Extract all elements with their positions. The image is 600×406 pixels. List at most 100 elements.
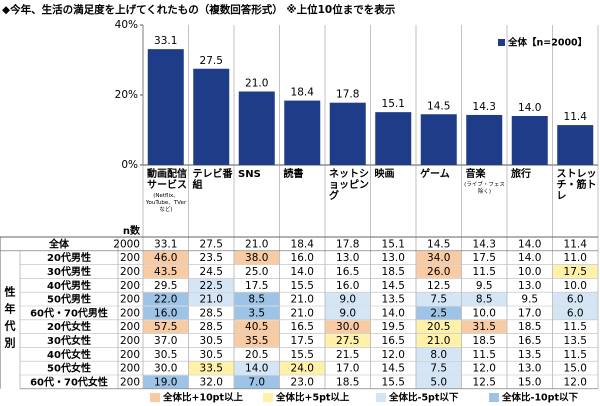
x-tick-label: 音楽 (465, 169, 486, 180)
n-header: n数 (123, 224, 141, 237)
cell-value: 14.3 (473, 238, 496, 250)
cell-value: 24.0 (291, 363, 314, 375)
cell-value: 29.5 (154, 280, 177, 292)
cell-value: 28.5 (200, 321, 223, 333)
cell-value: 12.5 (427, 280, 450, 292)
cell-value: 9.5 (476, 280, 493, 292)
highlight-cell (143, 265, 188, 278)
row-n: 200 (120, 376, 140, 388)
value-label: 17.8 (336, 89, 359, 101)
cell-value: 13.0 (382, 252, 405, 264)
cell-value: 17.0 (336, 363, 359, 375)
cell-value: 21.0 (291, 294, 314, 306)
cell-value: 30.5 (154, 349, 177, 361)
bar (511, 116, 548, 165)
highlight-cell (234, 334, 279, 347)
highlight-legend-swatch (376, 393, 386, 402)
cell-value: 15.5 (291, 349, 314, 361)
cell-value: 30.5 (200, 349, 223, 361)
group-label: 性年代別 (3, 286, 16, 354)
highlight-cell (416, 306, 461, 320)
y-tick-label: 0% (121, 159, 138, 171)
cell-value: 32.0 (200, 376, 223, 388)
highlight-cell (416, 375, 461, 389)
cell-value: 25.0 (245, 266, 268, 278)
cell-value: 11.5 (564, 349, 587, 361)
cell-value: 11.5 (564, 321, 587, 333)
cell-value: 16.0 (154, 307, 177, 319)
cell-value: 14.0 (518, 238, 541, 250)
value-label: 11.4 (564, 111, 588, 123)
cell-value: 57.5 (154, 321, 177, 333)
x-tick-label: 読書 (283, 169, 304, 180)
cell-value: 27.5 (336, 335, 359, 347)
cell-value: 7.0 (248, 376, 265, 388)
row-n: 200 (120, 349, 140, 361)
cell-value: 9.0 (339, 294, 356, 306)
cell-value: 14.0 (382, 307, 405, 319)
cell-value: 18.5 (336, 376, 359, 388)
highlight-cell (189, 278, 234, 292)
cell-value: 6.0 (567, 307, 584, 319)
cell-value: 17.0 (518, 307, 541, 319)
highlight-cell (416, 361, 461, 375)
row-n: 200 (120, 307, 140, 319)
highlight-cell (325, 292, 370, 306)
cell-value: 15.1 (382, 238, 405, 250)
highlight-cell (143, 306, 188, 320)
cell-value: 16.5 (518, 335, 541, 347)
y-tick-label: 40% (115, 19, 138, 31)
cell-value: 14.0 (291, 266, 314, 278)
highlight-cell (325, 334, 370, 347)
row-label: 40代男性 (47, 279, 91, 292)
value-label: 14.5 (427, 100, 450, 112)
highlight-cell (234, 361, 279, 375)
row-label: 60代・70代女性 (30, 375, 108, 388)
cell-value: 12.0 (564, 376, 587, 388)
cell-value: 15.5 (382, 376, 405, 388)
cell-value: 13.5 (564, 335, 587, 347)
cell-value: 21.0 (427, 335, 450, 347)
x-tick-label: 旅行 (511, 169, 531, 180)
row-label: 40代女性 (47, 348, 91, 361)
x-tick-label: ネットショッピング (329, 169, 369, 202)
value-label: 33.1 (154, 35, 177, 47)
row-label: 30代男性 (47, 265, 91, 278)
cell-value: 34.0 (427, 252, 450, 264)
cell-value: 10.0 (564, 280, 587, 292)
cell-value: 46.0 (154, 252, 177, 264)
category-note: (Netflix、YouTube、TVerなど) (145, 193, 187, 213)
cell-value: 21.0 (200, 294, 223, 306)
row-n: 200 (120, 280, 140, 292)
highlight-cell (416, 320, 461, 334)
row-label: 60代・70代男性 (30, 306, 108, 319)
bar (420, 114, 457, 165)
row-n: 200 (120, 294, 140, 306)
cell-value: 17.5 (564, 266, 587, 278)
cell-value: 30.0 (336, 321, 359, 333)
cell-value: 14.5 (382, 280, 405, 292)
highlight-legend-swatch (263, 393, 273, 402)
cell-value: 22.5 (200, 280, 223, 292)
row-label: 30代女性 (47, 334, 91, 347)
cell-value: 11.5 (473, 349, 496, 361)
cell-value: 14.0 (245, 363, 268, 375)
cell-value: 33.1 (154, 238, 177, 250)
highlight-cell (234, 320, 279, 334)
cell-value: 14.5 (382, 363, 405, 375)
cell-value: 9.5 (521, 294, 538, 306)
highlight-legend-label: 全体比-5pt以下 (388, 392, 459, 404)
bar (284, 100, 321, 165)
cell-value: 31.5 (473, 321, 496, 333)
row-label: 20代男性 (47, 251, 91, 264)
value-label: 27.5 (200, 55, 223, 67)
value-label: 18.4 (291, 87, 315, 99)
bar (557, 125, 594, 165)
cell-value: 21.0 (291, 307, 314, 319)
cell-value: 8.5 (476, 294, 493, 306)
highlight-cell (189, 292, 234, 306)
highlight-legend-label: 全体比-10pt以下 (501, 392, 579, 404)
cell-value: 8.5 (248, 294, 265, 306)
cell-value: 12.0 (382, 349, 405, 361)
cell-value: 16.5 (291, 321, 314, 333)
